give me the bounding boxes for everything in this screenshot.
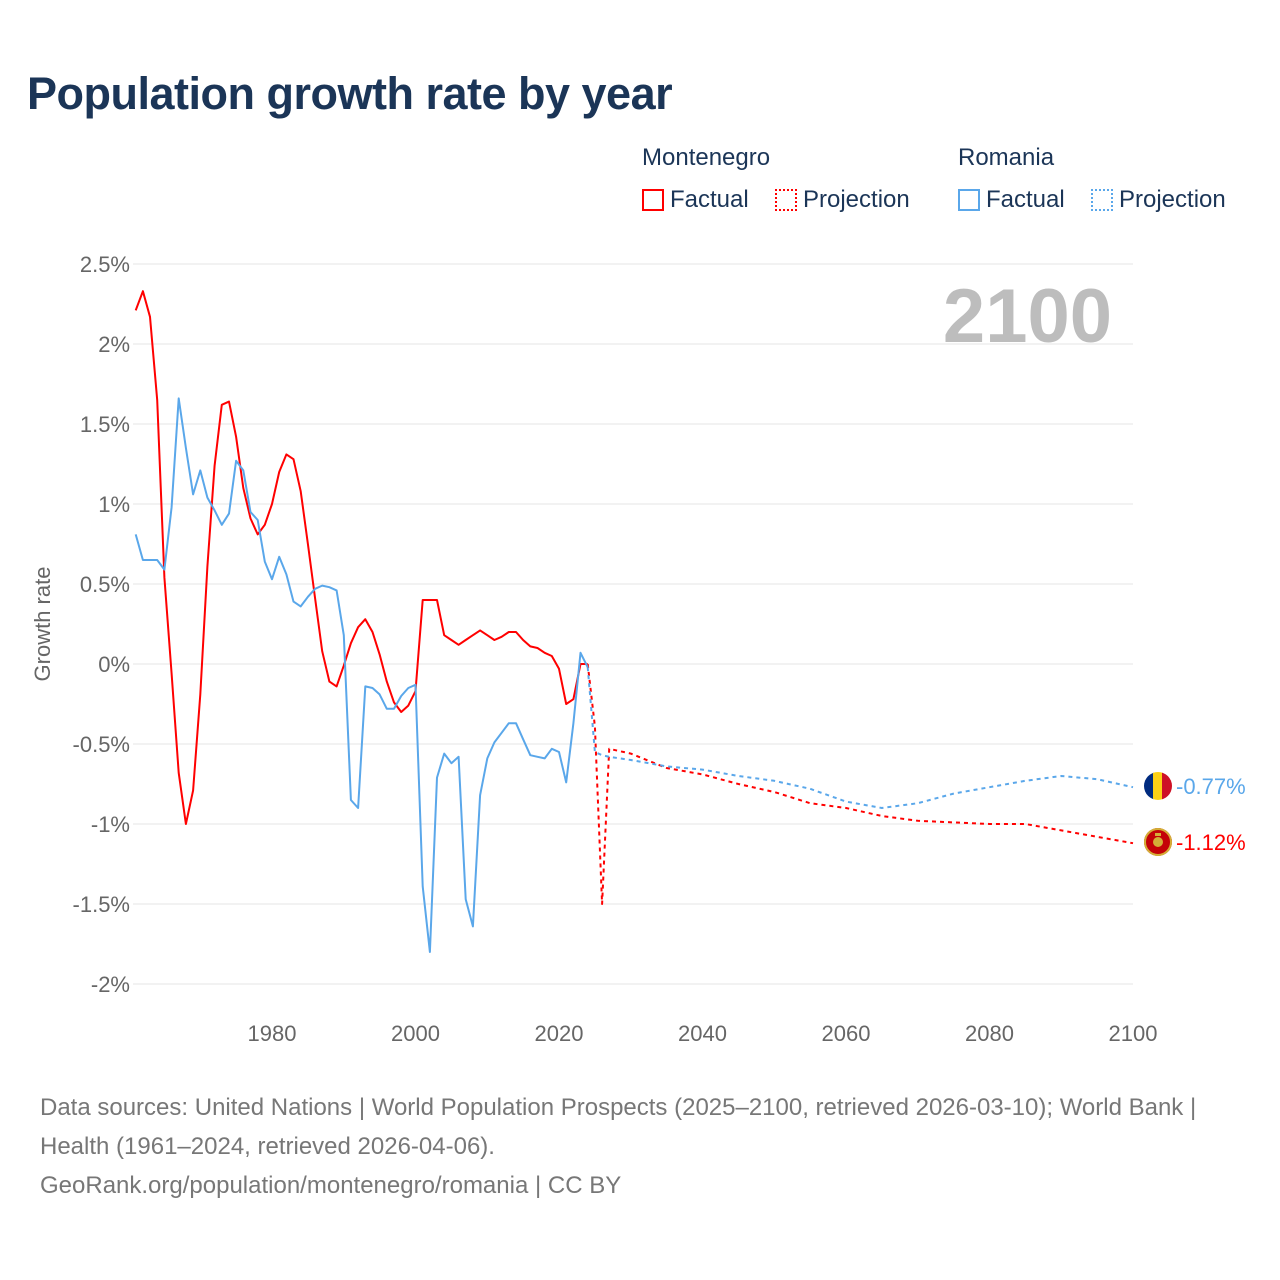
y-axis-label: Growth rate — [30, 567, 55, 682]
y-tick-label: 2.5% — [80, 252, 130, 277]
x-tick-label: 2100 — [1109, 1021, 1158, 1046]
x-tick-label: 2080 — [965, 1021, 1014, 1046]
montenegro-flag-icon — [1144, 828, 1172, 856]
y-tick-label: -2% — [91, 972, 130, 997]
footer: Data sources: United Nations | World Pop… — [40, 1088, 1240, 1205]
x-tick-label: 2000 — [391, 1021, 440, 1046]
legend-group-romania: Romania — [958, 144, 1055, 171]
legend-swatch-solid-blue — [958, 189, 980, 211]
y-tick-label: 0.5% — [80, 572, 130, 597]
legend-romania-factual[interactable]: Factual — [958, 186, 1065, 214]
romania-flag-icon — [1144, 772, 1172, 800]
romania-end-value-label: -0.77% — [1176, 774, 1246, 799]
x-tick-label: 1980 — [248, 1021, 297, 1046]
credit-text: GeoRank.org/population/montenegro/romani… — [40, 1172, 622, 1199]
y-tick-label: 2% — [98, 332, 130, 357]
y-tick-label: 1.5% — [80, 412, 130, 437]
montenegro-end-value-label: -1.12% — [1176, 830, 1246, 855]
legend-label: Factual — [986, 186, 1065, 213]
x-tick-label: 2040 — [678, 1021, 727, 1046]
legend-label: Factual — [670, 186, 749, 213]
x-tick-label: 2060 — [822, 1021, 871, 1046]
legend-swatch-solid-red — [642, 189, 664, 211]
legend-swatch-dotted-blue — [1091, 189, 1113, 211]
legend-label: Projection — [803, 186, 910, 213]
y-tick-label: 1% — [98, 492, 130, 517]
series-line-romania-factual — [134, 397, 589, 953]
series-line-romania-projection — [586, 667, 1134, 809]
y-tick-label: -0.5% — [73, 732, 130, 757]
legend-montenegro-factual[interactable]: Factual — [642, 186, 749, 214]
x-tick-label: 2020 — [535, 1021, 584, 1046]
series-line-montenegro-factual — [134, 290, 588, 825]
legend-romania-projection[interactable]: Projection — [1091, 186, 1226, 214]
y-tick-label: -1.5% — [73, 892, 130, 917]
legend-group-montenegro: Montenegro — [642, 144, 771, 171]
chart-title: Population growth rate by year — [27, 68, 673, 119]
data-sources-text: Data sources: United Nations | World Pop… — [40, 1094, 1197, 1160]
current-year-label: 2100 — [943, 274, 1112, 359]
legend-montenegro-projection[interactable]: Projection — [775, 186, 910, 214]
legend-swatch-dotted-red — [775, 189, 797, 211]
y-tick-label: 0% — [98, 652, 130, 677]
y-tick-label: -1% — [91, 812, 130, 837]
line-chart: 2.5% 2% 1.5% 1% 0.5% 0% -0.5% -1% -1.5% -2% 1980 20… — [30, 252, 1246, 1046]
legend-label: Projection — [1119, 186, 1226, 213]
series-line-montenegro-projection — [586, 663, 1134, 905]
